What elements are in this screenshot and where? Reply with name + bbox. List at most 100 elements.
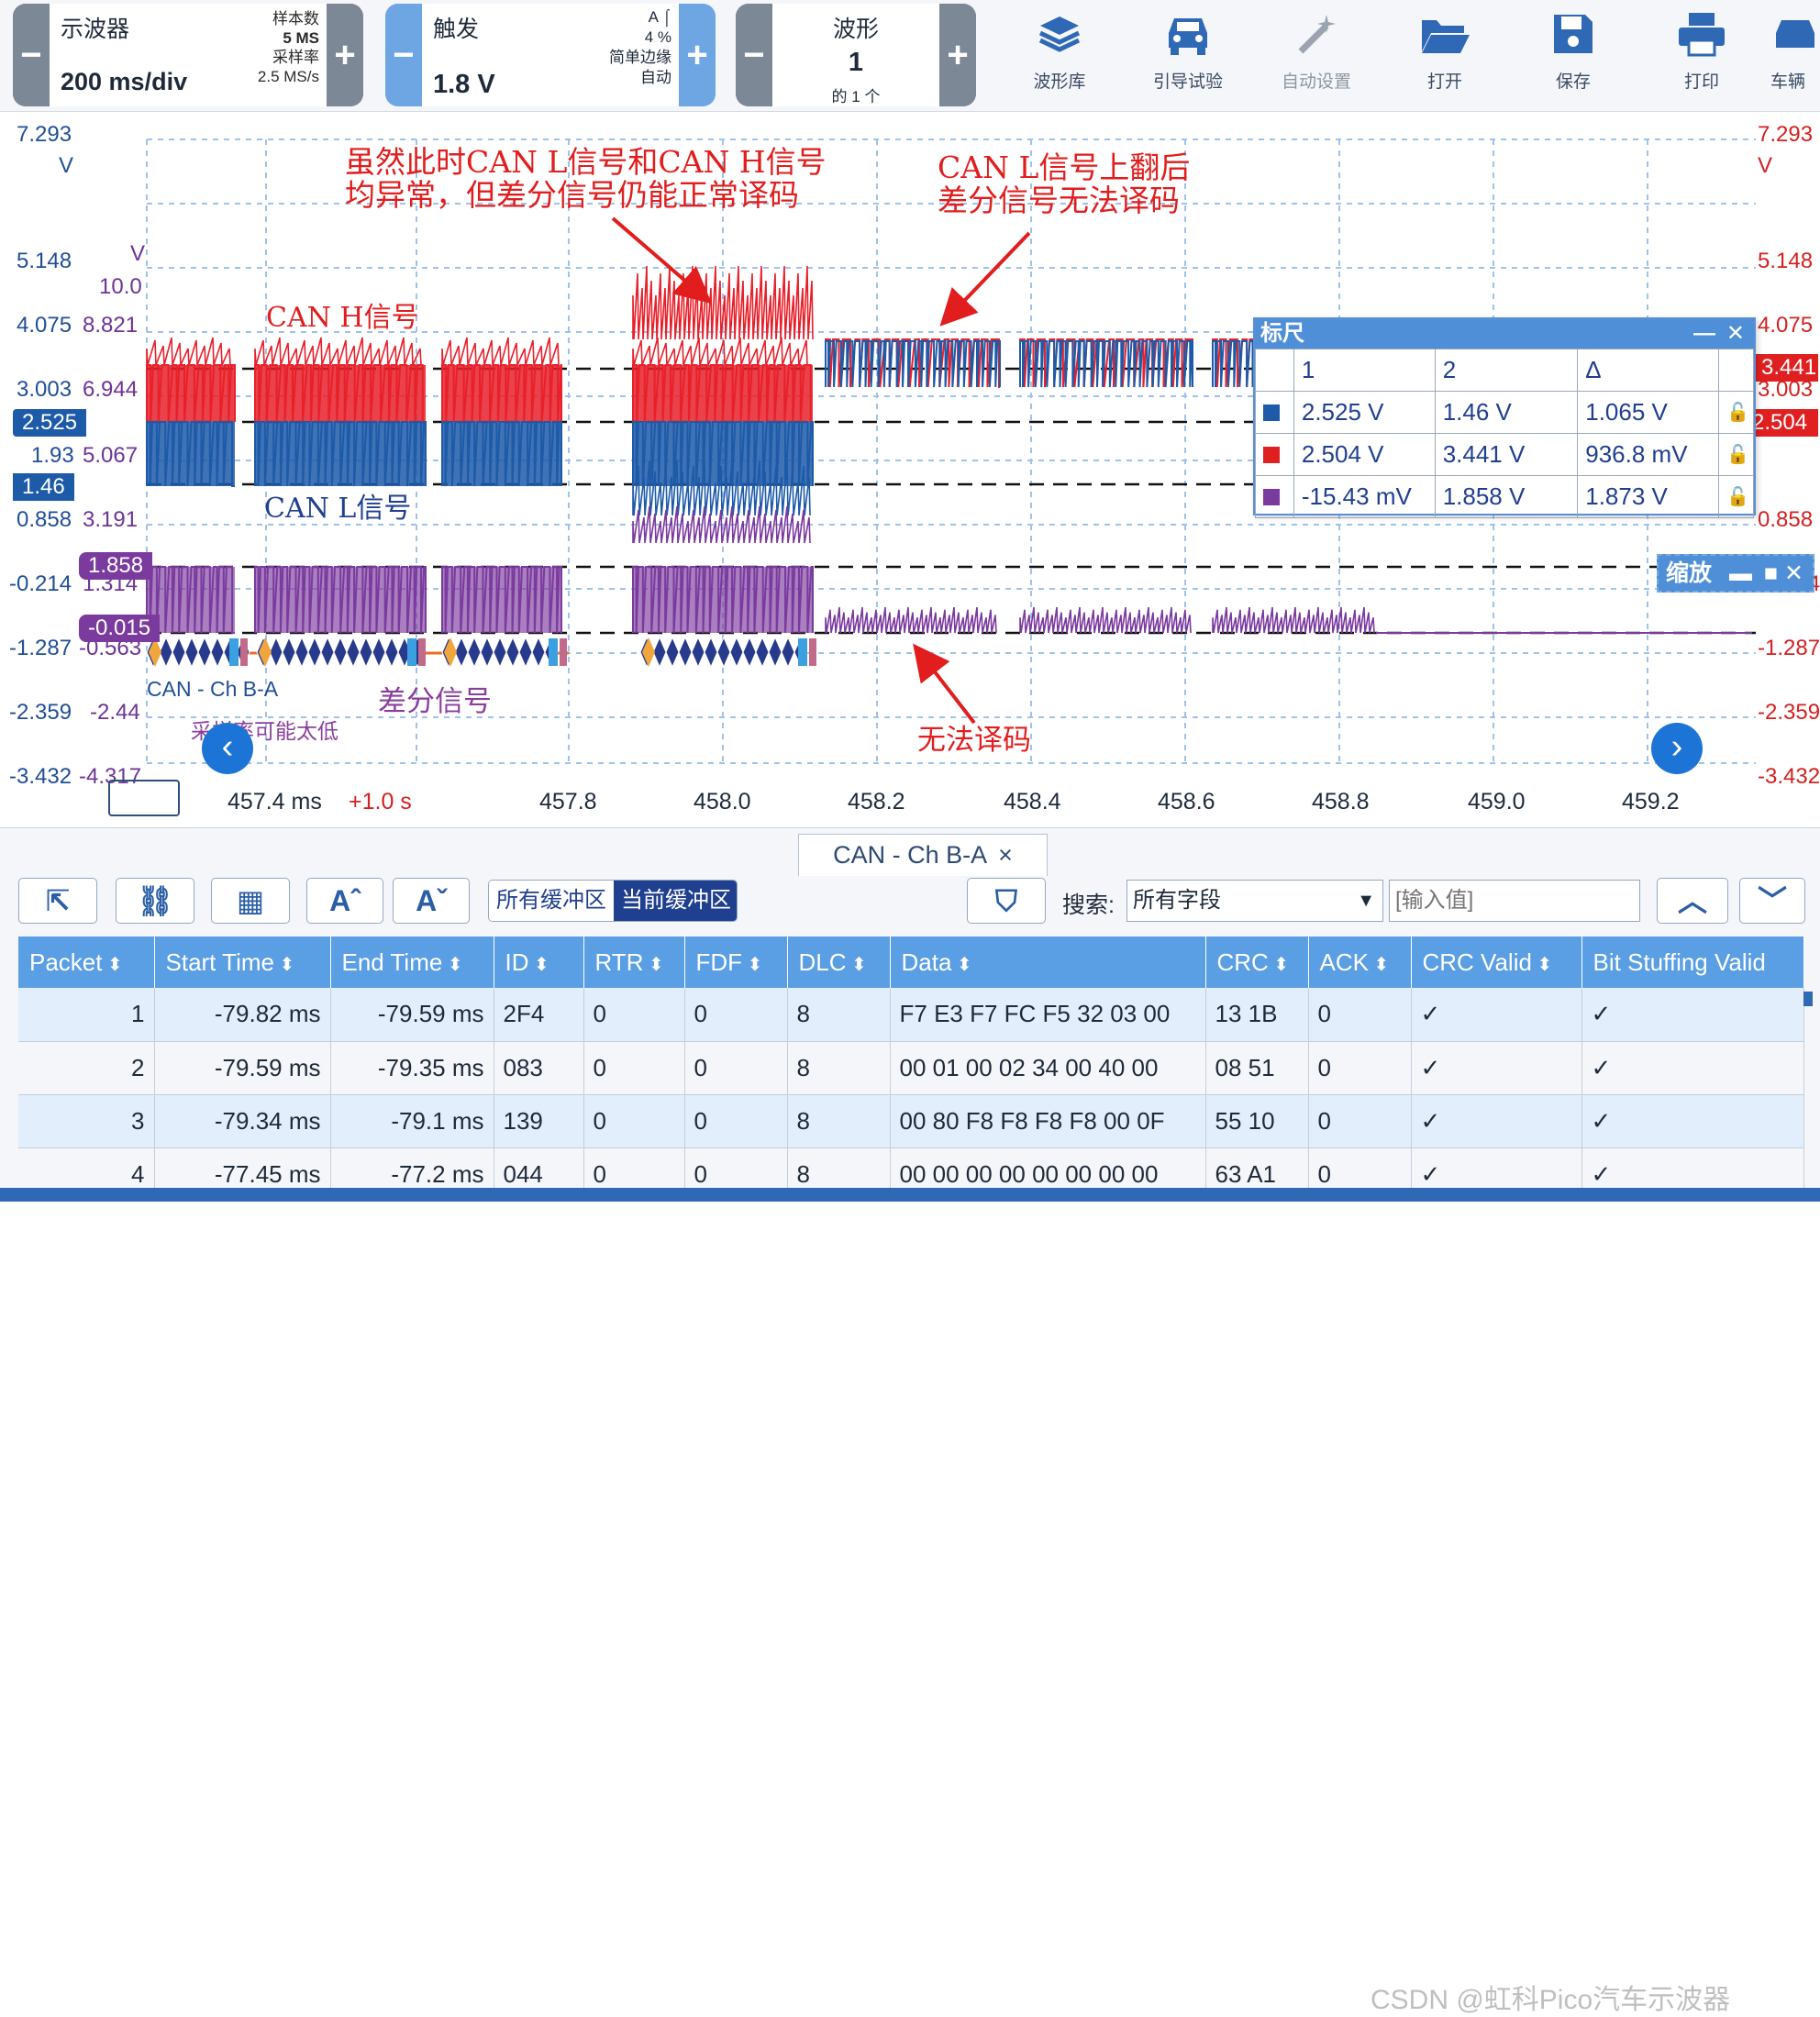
lock-icon[interactable]: 🔓 [1718, 475, 1754, 518]
waveform-display[interactable]: 波形 1 的 1 个 [772, 4, 939, 106]
all-buffers-button[interactable]: 所有缓冲区 [489, 881, 614, 921]
font-increase-button[interactable]: Aˆ [306, 878, 383, 924]
decode-packet-segment [333, 636, 348, 669]
decode-packet-segment [320, 636, 335, 669]
table-cell: 3 [18, 1094, 155, 1148]
decode-packet-segment [665, 636, 680, 669]
column-header[interactable]: CRC ⬍ [1205, 936, 1309, 988]
ruler-flag-purple-1[interactable]: 1.858 [79, 552, 153, 580]
decoder-tab[interactable]: CAN - Ch B-A × [798, 834, 1048, 876]
waveform-plot[interactable] [0, 112, 1820, 827]
can-l-trace [825, 340, 1001, 388]
sort-icon[interactable]: ⬍ [1531, 954, 1553, 975]
sort-icon[interactable]: ⬍ [442, 954, 463, 975]
column-header[interactable]: CRC Valid ⬍ [1411, 936, 1582, 988]
ruler-flag-blue-1[interactable]: 2.525 [13, 409, 87, 437]
chevron-down-icon: ﹀ [1757, 884, 1787, 917]
ruler-flag-blue-2[interactable]: 1.46 [13, 473, 74, 501]
search-input[interactable] [1389, 880, 1640, 922]
zoom-window[interactable]: 缩放 ▬ ■ ✕ [1657, 554, 1814, 593]
scroll-left-button[interactable]: ‹ [202, 723, 253, 774]
open-button[interactable]: 打开 [1391, 6, 1499, 105]
table-scrollbar[interactable] [1803, 992, 1813, 1006]
close-icon[interactable]: ✕ [1726, 321, 1745, 346]
waveform-next-button[interactable]: + [939, 4, 976, 106]
column-header[interactable]: DLC ⬍ [787, 936, 891, 988]
car-icon [1169, 18, 1207, 55]
sort-icon[interactable]: ⬍ [742, 954, 763, 975]
vehicle-button[interactable]: 车辆 [1767, 6, 1820, 105]
filter-button[interactable]: ⛉ [967, 878, 1046, 924]
column-header[interactable]: Start Time ⬍ [154, 936, 331, 988]
y-axis-a-label: 7.293 [17, 122, 72, 147]
ruler-window[interactable]: 标尺 — ✕ 1 2 Δ 2.525 V 1.46 V 1.065 V 🔓 2.… [1253, 317, 1756, 518]
y-axis-b-label: 10.0 [99, 274, 142, 299]
sort-icon[interactable]: ⬍ [643, 954, 664, 975]
diff-trace [632, 566, 814, 634]
minimize-icon[interactable]: ▬ [1729, 560, 1752, 586]
column-header[interactable]: RTR ⬍ [583, 936, 685, 988]
link-button[interactable]: ⛓ [116, 878, 194, 924]
font-decrease-icon: Aˇ [416, 884, 447, 917]
column-header[interactable]: FDF ⬍ [684, 936, 788, 988]
column-header[interactable]: Data ⬍ [890, 936, 1206, 988]
sort-icon[interactable]: ⬍ [528, 954, 549, 975]
trigger-increase-button[interactable]: + [679, 4, 716, 106]
timebase-increase-button[interactable]: + [327, 4, 363, 106]
ruler-title-bar[interactable]: 标尺 — ✕ [1255, 319, 1754, 349]
timebase-decrease-button[interactable]: − [13, 4, 50, 106]
save-button[interactable]: 保存 [1519, 6, 1627, 105]
sort-icon[interactable]: ⬍ [102, 954, 123, 975]
column-header[interactable]: End Time ⬍ [330, 936, 494, 988]
search-up-button[interactable]: ︿ [1657, 878, 1728, 924]
maximize-icon[interactable]: ■ [1763, 560, 1778, 586]
lock-icon[interactable]: 🔓 [1718, 391, 1754, 434]
auto-setup-button[interactable]: 自动设置 [1262, 6, 1371, 105]
decode-packet-segment [716, 636, 731, 669]
columns-button[interactable]: ▦ [211, 878, 290, 924]
y-axis-b-label: 5.067 [83, 443, 139, 468]
font-decrease-button[interactable]: Aˇ [393, 878, 470, 924]
waveform-library-button[interactable]: 波形库 [1005, 6, 1114, 105]
column-header-label: RTR [594, 948, 644, 976]
column-header[interactable]: ID ⬍ [494, 936, 584, 988]
column-header[interactable]: ACK ⬍ [1308, 936, 1412, 988]
y-axis-b-label: -2.44 [90, 700, 140, 725]
close-tab-icon[interactable]: × [998, 841, 1013, 869]
column-header[interactable]: Packet ⬍ [18, 936, 155, 988]
scroll-right-button[interactable]: › [1651, 723, 1703, 774]
ruler-flag-purple-2[interactable]: -0.015 [79, 615, 161, 642]
zoom-overview-box[interactable] [108, 780, 180, 816]
print-button[interactable]: 打印 [1648, 6, 1756, 105]
lock-icon[interactable]: 🔓 [1718, 433, 1754, 476]
waveform-prev-button[interactable]: − [736, 4, 772, 106]
diff-trace [1212, 606, 1375, 634]
sort-icon[interactable]: ⬍ [1268, 954, 1290, 975]
sort-icon[interactable]: ⬍ [273, 954, 295, 975]
table-row[interactable]: 1 -79.82 ms -79.59 ms 2F4 0 0 8 F7 E3 F7 FC F5 … [18, 988, 1804, 1042]
ruler-col-2: 2 [1434, 349, 1579, 392]
guided-test-button[interactable]: 引导试验 [1134, 6, 1242, 105]
y-axis-b-label: -4.317 [79, 764, 142, 789]
table-row[interactable]: 3 -79.34 ms -79.1 ms 139 0 0 8 00 80 F8 F8 F8 F… [18, 1094, 1804, 1148]
decode-packet-segment [505, 636, 520, 669]
current-buffer-button[interactable]: 当前缓冲区 [614, 881, 737, 921]
rate-value: 2.5 MS/s [257, 68, 319, 85]
can-l-trace [1019, 340, 1193, 388]
ruler-flag-red-1[interactable]: 3.441 [1752, 354, 1818, 382]
table-row[interactable]: 2 -79.59 ms -79.35 ms 083 0 0 8 00 01 00 02 34 … [18, 1041, 1804, 1095]
close-icon[interactable]: ✕ [1784, 560, 1803, 586]
minimize-icon[interactable]: — [1693, 321, 1715, 346]
trigger-display[interactable]: 触发 1.8 V A ⌠ 4 % 简单边缘 自动 [422, 4, 679, 106]
search-down-button[interactable]: ﹀ [1739, 878, 1805, 924]
timebase-display[interactable]: 示波器 200 ms/div 样本数 5 MS 采样率 2.5 MS/s [50, 4, 327, 106]
sort-icon[interactable]: ⬍ [1368, 954, 1390, 975]
sort-icon[interactable]: ⬍ [846, 954, 867, 975]
search-field-select[interactable]: 所有字段 ▼ [1126, 880, 1383, 922]
sort-icon[interactable]: ⬍ [951, 954, 972, 975]
column-header[interactable]: Bit Stuffing Valid [1581, 936, 1804, 988]
column-header-label: Start Time [165, 948, 274, 976]
trigger-decrease-button[interactable]: − [385, 4, 422, 106]
export-button[interactable]: ⇱ [18, 878, 97, 924]
font-increase-icon: Aˆ [329, 884, 361, 917]
